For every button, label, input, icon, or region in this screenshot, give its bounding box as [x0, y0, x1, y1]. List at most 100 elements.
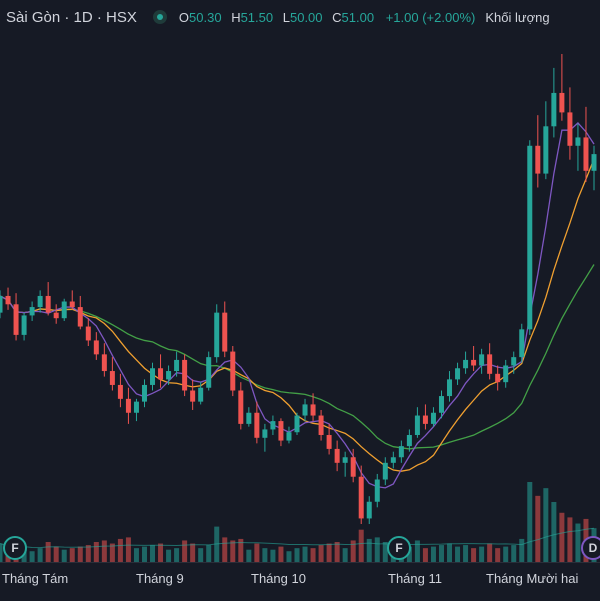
financial-event-marker[interactable]: F [387, 536, 411, 560]
volume-bar [294, 548, 300, 562]
candle-body [334, 448, 340, 463]
volume-bar [487, 543, 493, 562]
candle-body [479, 354, 485, 366]
volume-bar [567, 517, 573, 562]
volume-bar [503, 546, 509, 562]
close-value: 51.00 [341, 9, 375, 25]
candle-body [350, 457, 356, 477]
candle-body [342, 457, 348, 463]
candle-body [254, 412, 260, 438]
volume-bar [117, 538, 123, 562]
volume-bar [61, 549, 67, 562]
volume-bar [334, 542, 340, 562]
candle-body [559, 92, 565, 113]
candle-body [117, 384, 123, 399]
candle-body [398, 446, 404, 458]
candle-body [21, 315, 27, 335]
volume-bar [133, 548, 139, 562]
volume-bar [182, 540, 188, 562]
financial-event-marker[interactable]: F [3, 536, 27, 560]
candle-body [551, 92, 557, 127]
volume-bar [318, 545, 324, 562]
candle-body [158, 368, 164, 380]
candle-body [591, 154, 597, 171]
candle-body [583, 137, 589, 171]
time-axis[interactable]: Tháng Tám Tháng 9 Tháng 10 Tháng 11 Thán… [0, 562, 600, 601]
volume-bar [69, 548, 75, 562]
candle-body [53, 312, 59, 319]
candle-body [125, 398, 131, 413]
volume-bar [575, 523, 581, 562]
volume-bar [559, 512, 565, 562]
candle-body [575, 137, 581, 146]
candle-body [390, 457, 396, 463]
volume-bar [125, 537, 131, 562]
volume-bar [37, 548, 43, 562]
volume-bar [374, 537, 380, 562]
candle-body [150, 368, 156, 385]
candle-body [262, 429, 268, 438]
candle-body [511, 357, 517, 366]
volume-bar [447, 543, 453, 562]
candle-body [567, 112, 573, 146]
dividend-event-marker[interactable]: D [581, 536, 600, 560]
volume-bar [438, 545, 444, 562]
candle-body [326, 435, 332, 449]
candle-body [535, 145, 541, 174]
price-chart[interactable] [0, 34, 600, 562]
candle-body [85, 326, 91, 341]
candle-body [190, 390, 196, 402]
x-tick-label: Tháng 10 [251, 571, 306, 586]
candle-body [29, 307, 35, 316]
candle-body [13, 304, 19, 335]
candle-body [302, 404, 308, 416]
close-label: C [332, 9, 342, 25]
candle-body [45, 295, 51, 313]
candle-body [270, 421, 276, 430]
candle-body [310, 404, 316, 416]
candle-body [109, 371, 115, 385]
volume-bar [543, 488, 549, 562]
volume-bar [342, 548, 348, 562]
volume-bar [150, 545, 156, 562]
marker-letter: D [588, 541, 598, 555]
volume-bar [406, 546, 412, 562]
x-tick-label: Tháng 11 [388, 571, 442, 586]
candle-body [438, 396, 444, 413]
x-tick-label: Tháng 9 [136, 571, 184, 586]
candle-body [471, 359, 477, 366]
volume-bar [254, 543, 260, 562]
volume-bar [0, 543, 3, 562]
candle-body [77, 307, 83, 327]
volume-bar [358, 529, 364, 562]
candle-body [422, 415, 428, 424]
volume-bar [29, 551, 35, 562]
volume-bar [85, 545, 91, 562]
candle-body [382, 462, 388, 480]
volume-ma-line [0, 527, 595, 549]
candle-body [141, 384, 147, 402]
volume-bar [109, 543, 115, 562]
candle-body [278, 421, 284, 441]
marker-letter: F [11, 541, 19, 555]
candle-body [206, 357, 212, 388]
volume-bar [262, 548, 268, 562]
candle-body [182, 359, 188, 391]
volume-bar [278, 546, 284, 562]
candle-body [0, 295, 3, 313]
volume-bar [222, 537, 228, 562]
candle-body [198, 387, 204, 402]
volume-bar [302, 546, 308, 562]
volume-bar [326, 543, 332, 562]
marker-letter: F [395, 541, 403, 555]
candle-body [406, 435, 412, 447]
candle-body [286, 432, 292, 441]
x-tick-label: Tháng Mười hai [486, 571, 579, 586]
volume-bar [270, 549, 276, 562]
candle-body [133, 401, 139, 413]
volume-bar [77, 546, 83, 562]
candle-body [61, 301, 67, 319]
volume-bar [495, 548, 501, 562]
volume-bar [366, 538, 372, 562]
symbol-title[interactable]: Sài Gòn · 1D · HSX [6, 8, 137, 26]
